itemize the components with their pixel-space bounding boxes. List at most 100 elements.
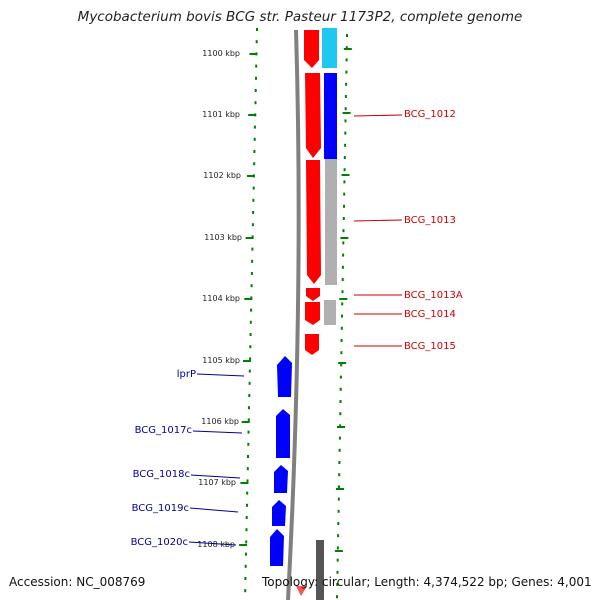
ruler-dot	[340, 351, 343, 355]
ruler-dot	[346, 34, 348, 37]
ruler-dot	[244, 577, 247, 580]
ruler-dot	[336, 583, 339, 586]
leader-line	[353, 219, 403, 222]
ruler-major-tick	[334, 550, 343, 552]
ruler-dot	[248, 381, 251, 385]
ruler-dot	[247, 430, 250, 434]
leader-line	[196, 373, 245, 377]
ruler-dot	[336, 570, 339, 574]
gene-label-bcg-1019c[interactable]: BCG_1019c	[132, 503, 189, 514]
ruler-dot	[244, 564, 247, 568]
leader-line	[188, 541, 237, 546]
backbone-line	[286, 29, 301, 600]
grey-feature-small	[324, 300, 336, 325]
ruler-dot	[251, 223, 254, 227]
ruler-label: 1105 kbp	[202, 356, 240, 365]
ruler-dot	[340, 339, 343, 342]
forward-gene-1013a	[306, 288, 320, 301]
ruler-dot	[344, 95, 347, 98]
gene-label-bcg-1012[interactable]: BCG_1012	[404, 109, 456, 120]
ruler-major-tick	[342, 112, 351, 114]
ruler-dot	[250, 296, 253, 300]
ruler-dot	[345, 70, 348, 74]
ruler-dot	[249, 345, 252, 349]
ruler-label: 1100 kbp	[202, 49, 240, 58]
ruler-label: 1108 kbp	[197, 540, 235, 549]
ruler-label: 1102 kbp	[203, 171, 241, 180]
ruler-label: 1103 kbp	[204, 233, 242, 242]
ruler-dot	[343, 168, 346, 172]
ruler-dot	[344, 107, 347, 111]
accession-text: Accession: NC_008769	[9, 575, 146, 589]
ruler-dot	[245, 552, 247, 556]
gene-label-bcg-1015[interactable]: BCG_1015	[404, 341, 456, 352]
ruler-major-tick	[340, 237, 349, 239]
ruler-major-tick	[249, 53, 258, 55]
ruler-dot	[343, 204, 345, 208]
ruler-dot	[337, 509, 340, 513]
ruler-major-tick	[338, 362, 347, 364]
ruler-dot	[254, 89, 257, 92]
ruler-major-tick	[336, 488, 344, 490]
gene-label-bcg-1013a[interactable]: BCG_1013A	[404, 290, 463, 301]
ruler-major-tick	[243, 360, 251, 362]
ruler-dot	[342, 253, 345, 257]
ruler-dot	[248, 406, 250, 410]
reverse-gene-1018c	[274, 465, 288, 493]
ruler-dot	[247, 455, 249, 458]
genome-summary-text: Topology: circular; Length: 4,374,522 bp…	[262, 575, 592, 589]
ruler-dot	[340, 326, 343, 330]
ruler-dot	[251, 247, 254, 251]
ruler-dot	[340, 363, 343, 367]
blue-feature-block	[324, 73, 337, 159]
ruler-dot	[341, 278, 344, 281]
ruler-dot	[342, 241, 345, 245]
ruler-dot	[337, 534, 340, 538]
ruler-dot	[253, 150, 256, 153]
ruler-dot	[253, 137, 256, 141]
gene-label-bcg-1013[interactable]: BCG_1013	[404, 215, 456, 226]
ruler-dot	[345, 46, 348, 50]
reverse-gene-1017c	[276, 409, 290, 458]
ruler-dot	[252, 211, 255, 214]
ruler-dot	[250, 284, 253, 288]
leader-line	[189, 507, 239, 513]
ruler-major-tick	[245, 237, 254, 239]
ruler-major-tick	[244, 298, 253, 300]
ruler-dot	[343, 192, 346, 196]
ruler-dot	[339, 375, 342, 379]
ruler-dot	[345, 82, 348, 86]
gene-label-bcg-1014[interactable]: BCG_1014	[404, 309, 456, 320]
ruler-dot	[252, 198, 255, 202]
gene-label-bcg-1018c[interactable]: BCG_1018c	[133, 469, 190, 480]
ruler-major-tick	[341, 174, 350, 176]
ruler-dot	[338, 436, 341, 440]
ruler-dot	[339, 412, 342, 416]
ruler-dot	[344, 131, 347, 135]
ruler-dot	[254, 101, 257, 105]
ruler-label: 1106 kbp	[201, 417, 239, 426]
gene-label-bcg-1017c[interactable]: BCG_1017c	[135, 425, 192, 436]
ruler-dot	[245, 540, 248, 544]
ruler-dot	[246, 491, 249, 495]
ruler-dot	[337, 522, 340, 525]
ruler-dot	[336, 546, 339, 550]
ruler-dot	[339, 400, 342, 403]
diagram-title: Mycobacterium bovis BCG str. Pasteur 117…	[77, 9, 523, 25]
gene-label-lprp[interactable]: lprP	[177, 369, 196, 380]
ruler-dot	[253, 125, 256, 129]
ruler-dot	[341, 314, 343, 318]
ruler-dot	[338, 461, 341, 464]
ruler-dot	[247, 442, 250, 446]
ruler-label: 1104 kbp	[202, 294, 240, 303]
ruler-dot	[251, 235, 254, 239]
ruler-dot	[255, 40, 258, 44]
ruler-dot	[345, 58, 348, 62]
gene-label-bcg-1020c[interactable]: BCG_1020c	[131, 537, 188, 548]
ruler-major-tick	[343, 48, 352, 50]
ruler-dot	[249, 320, 252, 324]
ruler-labels: 1100 kbp 1101 kbp 1102 kbp 1103 kbp 1104 kbp…	[197, 49, 258, 549]
ruler-dot	[248, 394, 251, 397]
forward-gene-1014	[305, 302, 320, 325]
forward-gene-partial	[296, 586, 307, 596]
